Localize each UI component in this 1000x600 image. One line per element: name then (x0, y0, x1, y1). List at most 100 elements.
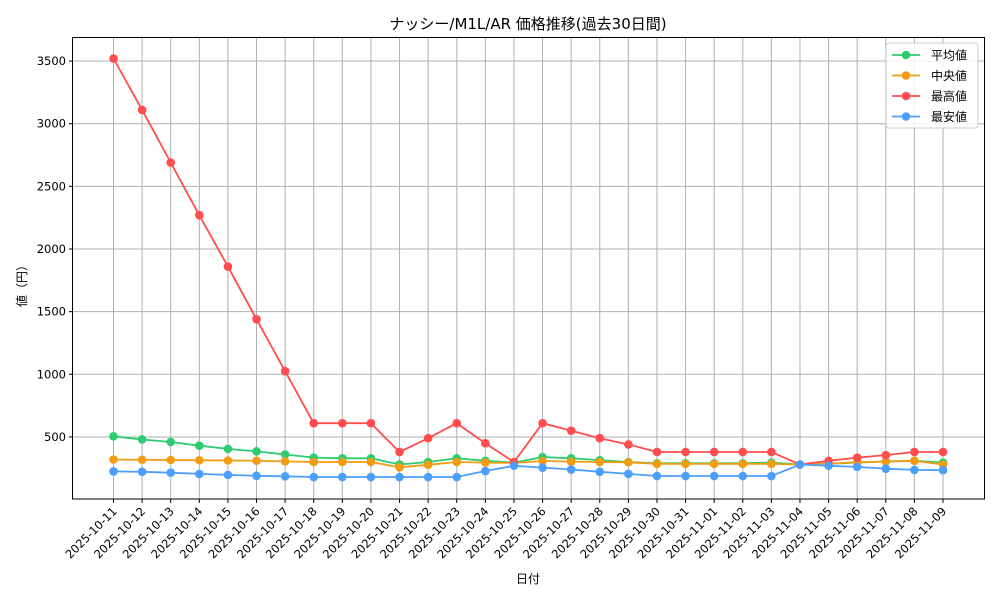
data-point (595, 457, 605, 467)
legend-label: 平均値 (931, 48, 967, 63)
y-tick-label: 1000 (37, 367, 66, 381)
legend-marker-icon (901, 112, 911, 121)
data-point (166, 158, 176, 167)
data-point (566, 465, 576, 474)
x-axis-ticks: 2025-10-112025-10-122025-10-132025-10-14… (62, 499, 949, 561)
data-point (595, 433, 605, 443)
data-point (366, 472, 376, 482)
y-axis-label: 値（円） (14, 259, 29, 307)
data-point (881, 464, 891, 473)
data-point (109, 455, 118, 464)
data-point (824, 461, 833, 471)
data-point (767, 471, 776, 481)
data-point (852, 462, 862, 472)
data-point (681, 471, 690, 481)
data-point (109, 467, 118, 476)
data-point (166, 455, 176, 465)
data-point (681, 447, 690, 457)
data-point (423, 460, 433, 470)
data-point (109, 432, 118, 441)
data-point (338, 418, 347, 428)
data-point (652, 459, 662, 469)
data-point (452, 418, 462, 428)
chart-title: ナッシー/M1L/AR 価格推移(過去30日間) (389, 15, 666, 33)
data-point (137, 435, 147, 444)
data-point (566, 426, 576, 435)
data-point (423, 433, 433, 443)
data-point (395, 462, 404, 472)
data-point (309, 472, 319, 482)
data-point (395, 447, 404, 457)
data-point (709, 447, 719, 457)
legend-marker-icon (901, 50, 911, 60)
data-point (137, 467, 147, 477)
y-tick-label: 2500 (37, 179, 66, 193)
y-tick-label: 2000 (37, 242, 66, 256)
data-point (223, 470, 233, 480)
data-point (538, 463, 547, 472)
data-point (309, 418, 319, 428)
data-point (538, 456, 547, 466)
y-axis-ticks: 500 1000 1500 2000 2500 3000 3500 (37, 54, 73, 444)
series-line (109, 455, 948, 472)
data-point (910, 456, 919, 466)
legend-label: 最高値 (931, 89, 967, 104)
data-point (252, 314, 261, 324)
data-point (166, 437, 176, 447)
data-point (681, 459, 690, 469)
y-tick-label: 3000 (37, 117, 66, 131)
data-point (137, 455, 147, 465)
data-point (223, 456, 233, 465)
legend-box (885, 42, 979, 129)
data-point (366, 418, 376, 428)
data-point (709, 459, 719, 469)
data-point (795, 460, 805, 469)
data-point (938, 447, 948, 457)
data-point (195, 210, 204, 220)
legend-marker-icon (901, 91, 911, 101)
data-point (910, 465, 919, 475)
data-point (223, 262, 233, 271)
data-point (109, 54, 118, 63)
grid-lines (72, 37, 985, 499)
data-point (195, 455, 204, 465)
data-point (910, 447, 919, 457)
data-point (852, 453, 862, 462)
data-point (738, 459, 748, 469)
legend-label: 最安値 (931, 109, 967, 124)
data-point (280, 457, 290, 466)
series-line (109, 54, 948, 469)
y-tick-label: 500 (44, 430, 66, 444)
data-point (652, 471, 662, 481)
data-point (166, 468, 176, 477)
data-point (252, 456, 261, 466)
data-point (509, 461, 519, 471)
legend-item: 最高値 (892, 89, 967, 104)
data-point (595, 467, 605, 477)
data-point (252, 447, 261, 456)
data-point (938, 465, 948, 475)
data-point (624, 457, 633, 467)
data-point (624, 440, 633, 449)
y-tick-label: 1500 (37, 305, 66, 319)
data-point (881, 457, 891, 466)
data-point (738, 447, 748, 457)
data-point (538, 418, 547, 428)
series-line (109, 460, 948, 482)
data-point (137, 105, 147, 115)
data-point (452, 457, 462, 467)
data-point (452, 472, 462, 482)
data-point (481, 458, 490, 467)
data-point (338, 457, 347, 467)
data-point (338, 472, 347, 482)
data-point (652, 447, 662, 457)
series-layer (109, 54, 948, 482)
legend-item: 最安値 (892, 109, 967, 124)
data-point (767, 459, 776, 469)
data-point (280, 366, 290, 376)
data-point (423, 472, 433, 482)
data-point (395, 472, 404, 482)
data-point (195, 469, 204, 479)
y-tick-label: 3500 (37, 54, 66, 68)
